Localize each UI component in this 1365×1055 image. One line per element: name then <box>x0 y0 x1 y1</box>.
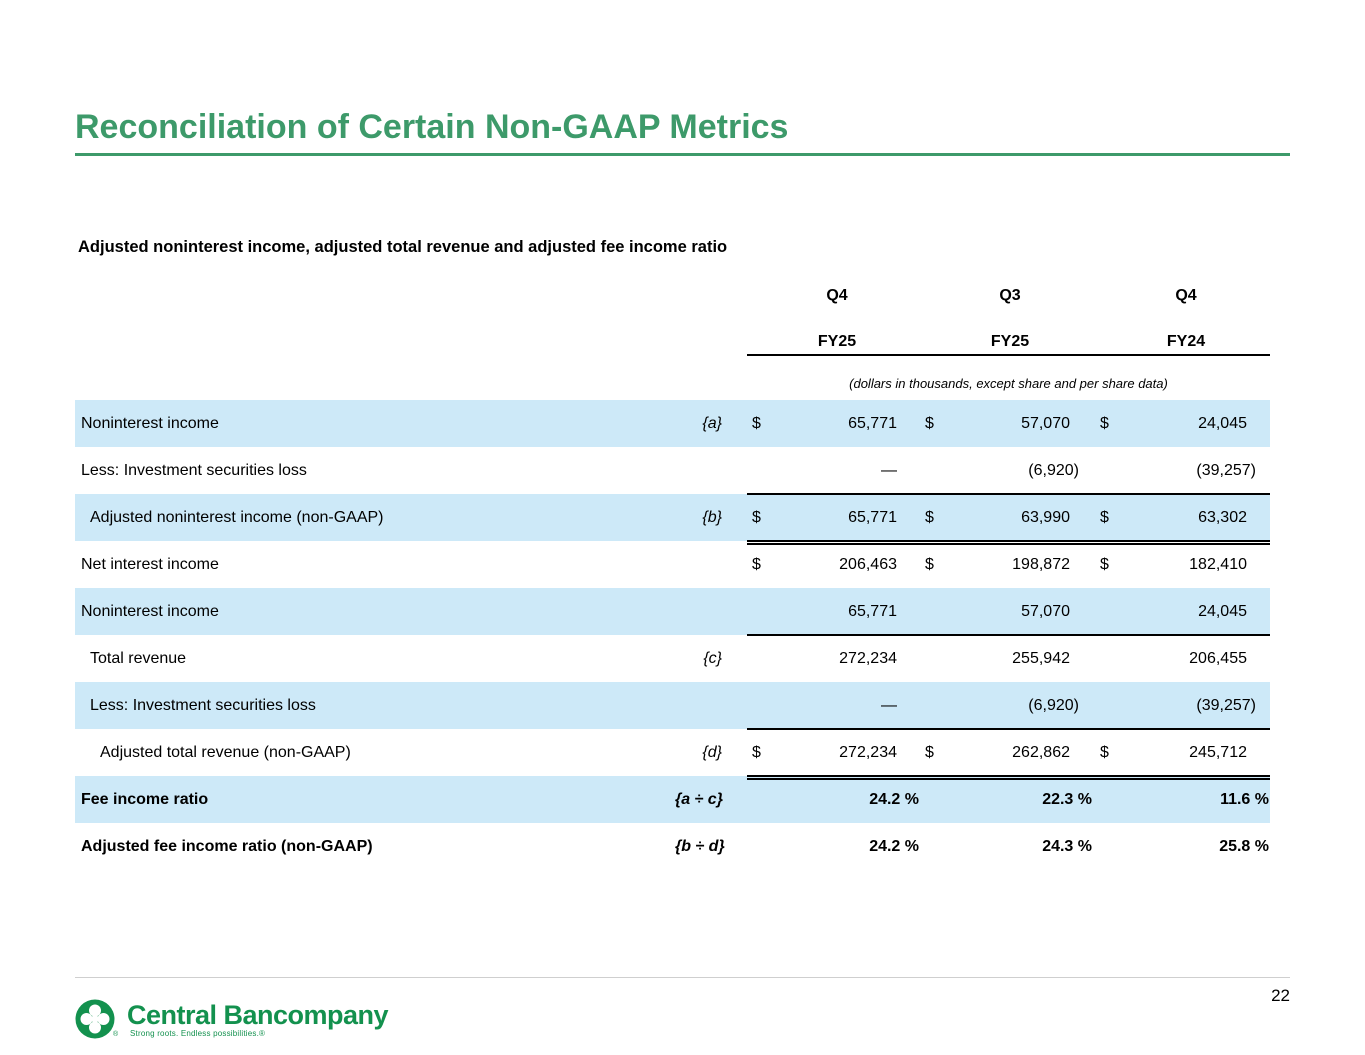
table-row: Noninterest income {a} $ 65,771 $ 57,070… <box>75 400 1270 447</box>
table-row: Adjusted noninterest income (non-GAAP) {… <box>75 494 1270 545</box>
cell-value: 25.8 % <box>1219 837 1269 855</box>
column-header-fiscal-year: FY25 <box>817 333 857 350</box>
dollar-sign: $ <box>752 555 761 573</box>
cell-value: — <box>881 461 897 479</box>
cell-value: 65,771 <box>848 602 897 620</box>
logo-wordmark: Central Bancompany <box>127 1000 389 1030</box>
table-row: Total revenue {c} 272,234 255,942 206,45… <box>75 635 1270 682</box>
dollar-sign: $ <box>1100 414 1109 432</box>
cell-value: 206,463 <box>839 555 897 573</box>
row-label: Noninterest income <box>81 602 219 620</box>
cell-value: 245,712 <box>1189 743 1247 761</box>
cell-value: 24.3 % <box>1042 837 1092 855</box>
column-header-quarter: Q4 <box>1175 287 1197 304</box>
single-rule <box>747 728 1270 730</box>
cell-value: (39,257) <box>1196 461 1256 479</box>
cell-value: (6,920) <box>1028 696 1079 714</box>
row-ref: {c} <box>703 649 722 667</box>
dollar-sign: $ <box>1100 555 1109 573</box>
row-ref: {a ÷ c} <box>675 790 723 808</box>
dollar-sign: $ <box>752 414 761 432</box>
dollar-sign: $ <box>752 508 761 526</box>
dollar-sign: $ <box>1100 508 1109 526</box>
row-label: Adjusted total revenue (non-GAAP) <box>100 743 351 761</box>
logo-tagline: Strong roots. Endless possibilities.® <box>130 1029 266 1038</box>
row-ref: {d} <box>702 743 722 761</box>
row-label: Adjusted noninterest income (non-GAAP) <box>90 508 384 526</box>
single-rule <box>747 493 1270 495</box>
row-label: Less: Investment securities loss <box>81 461 307 479</box>
cell-value: (6,920) <box>1028 461 1079 479</box>
table-row: Fee income ratio {a ÷ c} 24.2 % 22.3 % 1… <box>75 776 1270 823</box>
cell-value: 206,455 <box>1189 649 1247 667</box>
registered-mark: ® <box>113 1031 119 1038</box>
cell-value: 198,872 <box>1012 555 1070 573</box>
central-bancompany-logo-icon <box>75 999 115 1039</box>
header-underline <box>747 354 1270 356</box>
cell-value: 65,771 <box>848 508 897 526</box>
table-caption: Adjusted noninterest income, adjusted to… <box>78 238 728 256</box>
dollar-sign: $ <box>925 555 934 573</box>
dollar-sign: $ <box>925 743 934 761</box>
cell-value: 255,942 <box>1012 649 1070 667</box>
cell-value: 272,234 <box>839 649 897 667</box>
cell-value: 272,234 <box>839 743 897 761</box>
cell-value: 182,410 <box>1189 555 1247 573</box>
cell-value: 63,990 <box>1021 508 1070 526</box>
row-label: Net interest income <box>81 555 219 573</box>
dollar-sign: $ <box>1100 743 1109 761</box>
cell-value: 262,862 <box>1012 743 1070 761</box>
dollar-sign: $ <box>925 508 934 526</box>
single-rule <box>747 634 1270 636</box>
row-ref: {b} <box>702 508 722 526</box>
dollar-sign: $ <box>925 414 934 432</box>
cell-value: 24,045 <box>1198 414 1247 432</box>
cell-value: 65,771 <box>848 414 897 432</box>
row-ref: {b ÷ d} <box>675 837 725 855</box>
financial-table: Noninterest income {a} $ 65,771 $ 57,070… <box>75 400 1270 870</box>
table-row: Less: Investment securities loss — (6,92… <box>75 682 1270 730</box>
row-ref: {a} <box>702 414 722 432</box>
table-row: Less: Investment securities loss — (6,92… <box>75 447 1270 495</box>
row-label: Adjusted fee income ratio (non-GAAP) <box>81 837 373 855</box>
column-header-fiscal-year: FY25 <box>990 333 1030 350</box>
table-row: Noninterest income 65,771 57,070 24,045 <box>75 588 1270 636</box>
cell-value: (39,257) <box>1196 696 1256 714</box>
table-row: Adjusted fee income ratio (non-GAAP) {b … <box>75 823 1270 870</box>
page-title: Reconciliation of Certain Non-GAAP Metri… <box>75 108 789 146</box>
cell-value: 24.2 % <box>869 790 919 808</box>
dollar-sign: $ <box>752 743 761 761</box>
row-label: Total revenue <box>90 649 187 667</box>
row-label: Fee income ratio <box>81 790 209 808</box>
double-rule <box>747 540 1270 545</box>
cell-value: 24,045 <box>1198 602 1247 620</box>
cell-value: — <box>881 696 897 714</box>
units-note: (dollars in thousands, except share and … <box>849 376 1168 391</box>
column-header-quarter: Q4 <box>826 287 848 304</box>
table-row: Adjusted total revenue (non-GAAP) {d} $ … <box>75 729 1270 780</box>
row-label: Noninterest income <box>81 414 219 432</box>
cell-value: 11.6 % <box>1220 790 1269 808</box>
cell-value: 24.2 % <box>869 837 919 855</box>
row-label: Less: Investment securities loss <box>90 696 316 714</box>
double-rule <box>747 775 1270 780</box>
cell-value: 57,070 <box>1021 414 1070 432</box>
table-row: Net interest income $ 206,463 $ 198,872 … <box>75 541 1270 588</box>
title-underline <box>75 153 1290 156</box>
cell-value: 57,070 <box>1021 602 1070 620</box>
footer-divider <box>75 977 1290 978</box>
cell-value: 63,302 <box>1198 508 1247 526</box>
column-header-quarter: Q3 <box>999 287 1021 304</box>
cell-value: 22.3 % <box>1042 790 1092 808</box>
page-number: 22 <box>1271 986 1290 1005</box>
column-header-fiscal-year: FY24 <box>1166 333 1206 350</box>
